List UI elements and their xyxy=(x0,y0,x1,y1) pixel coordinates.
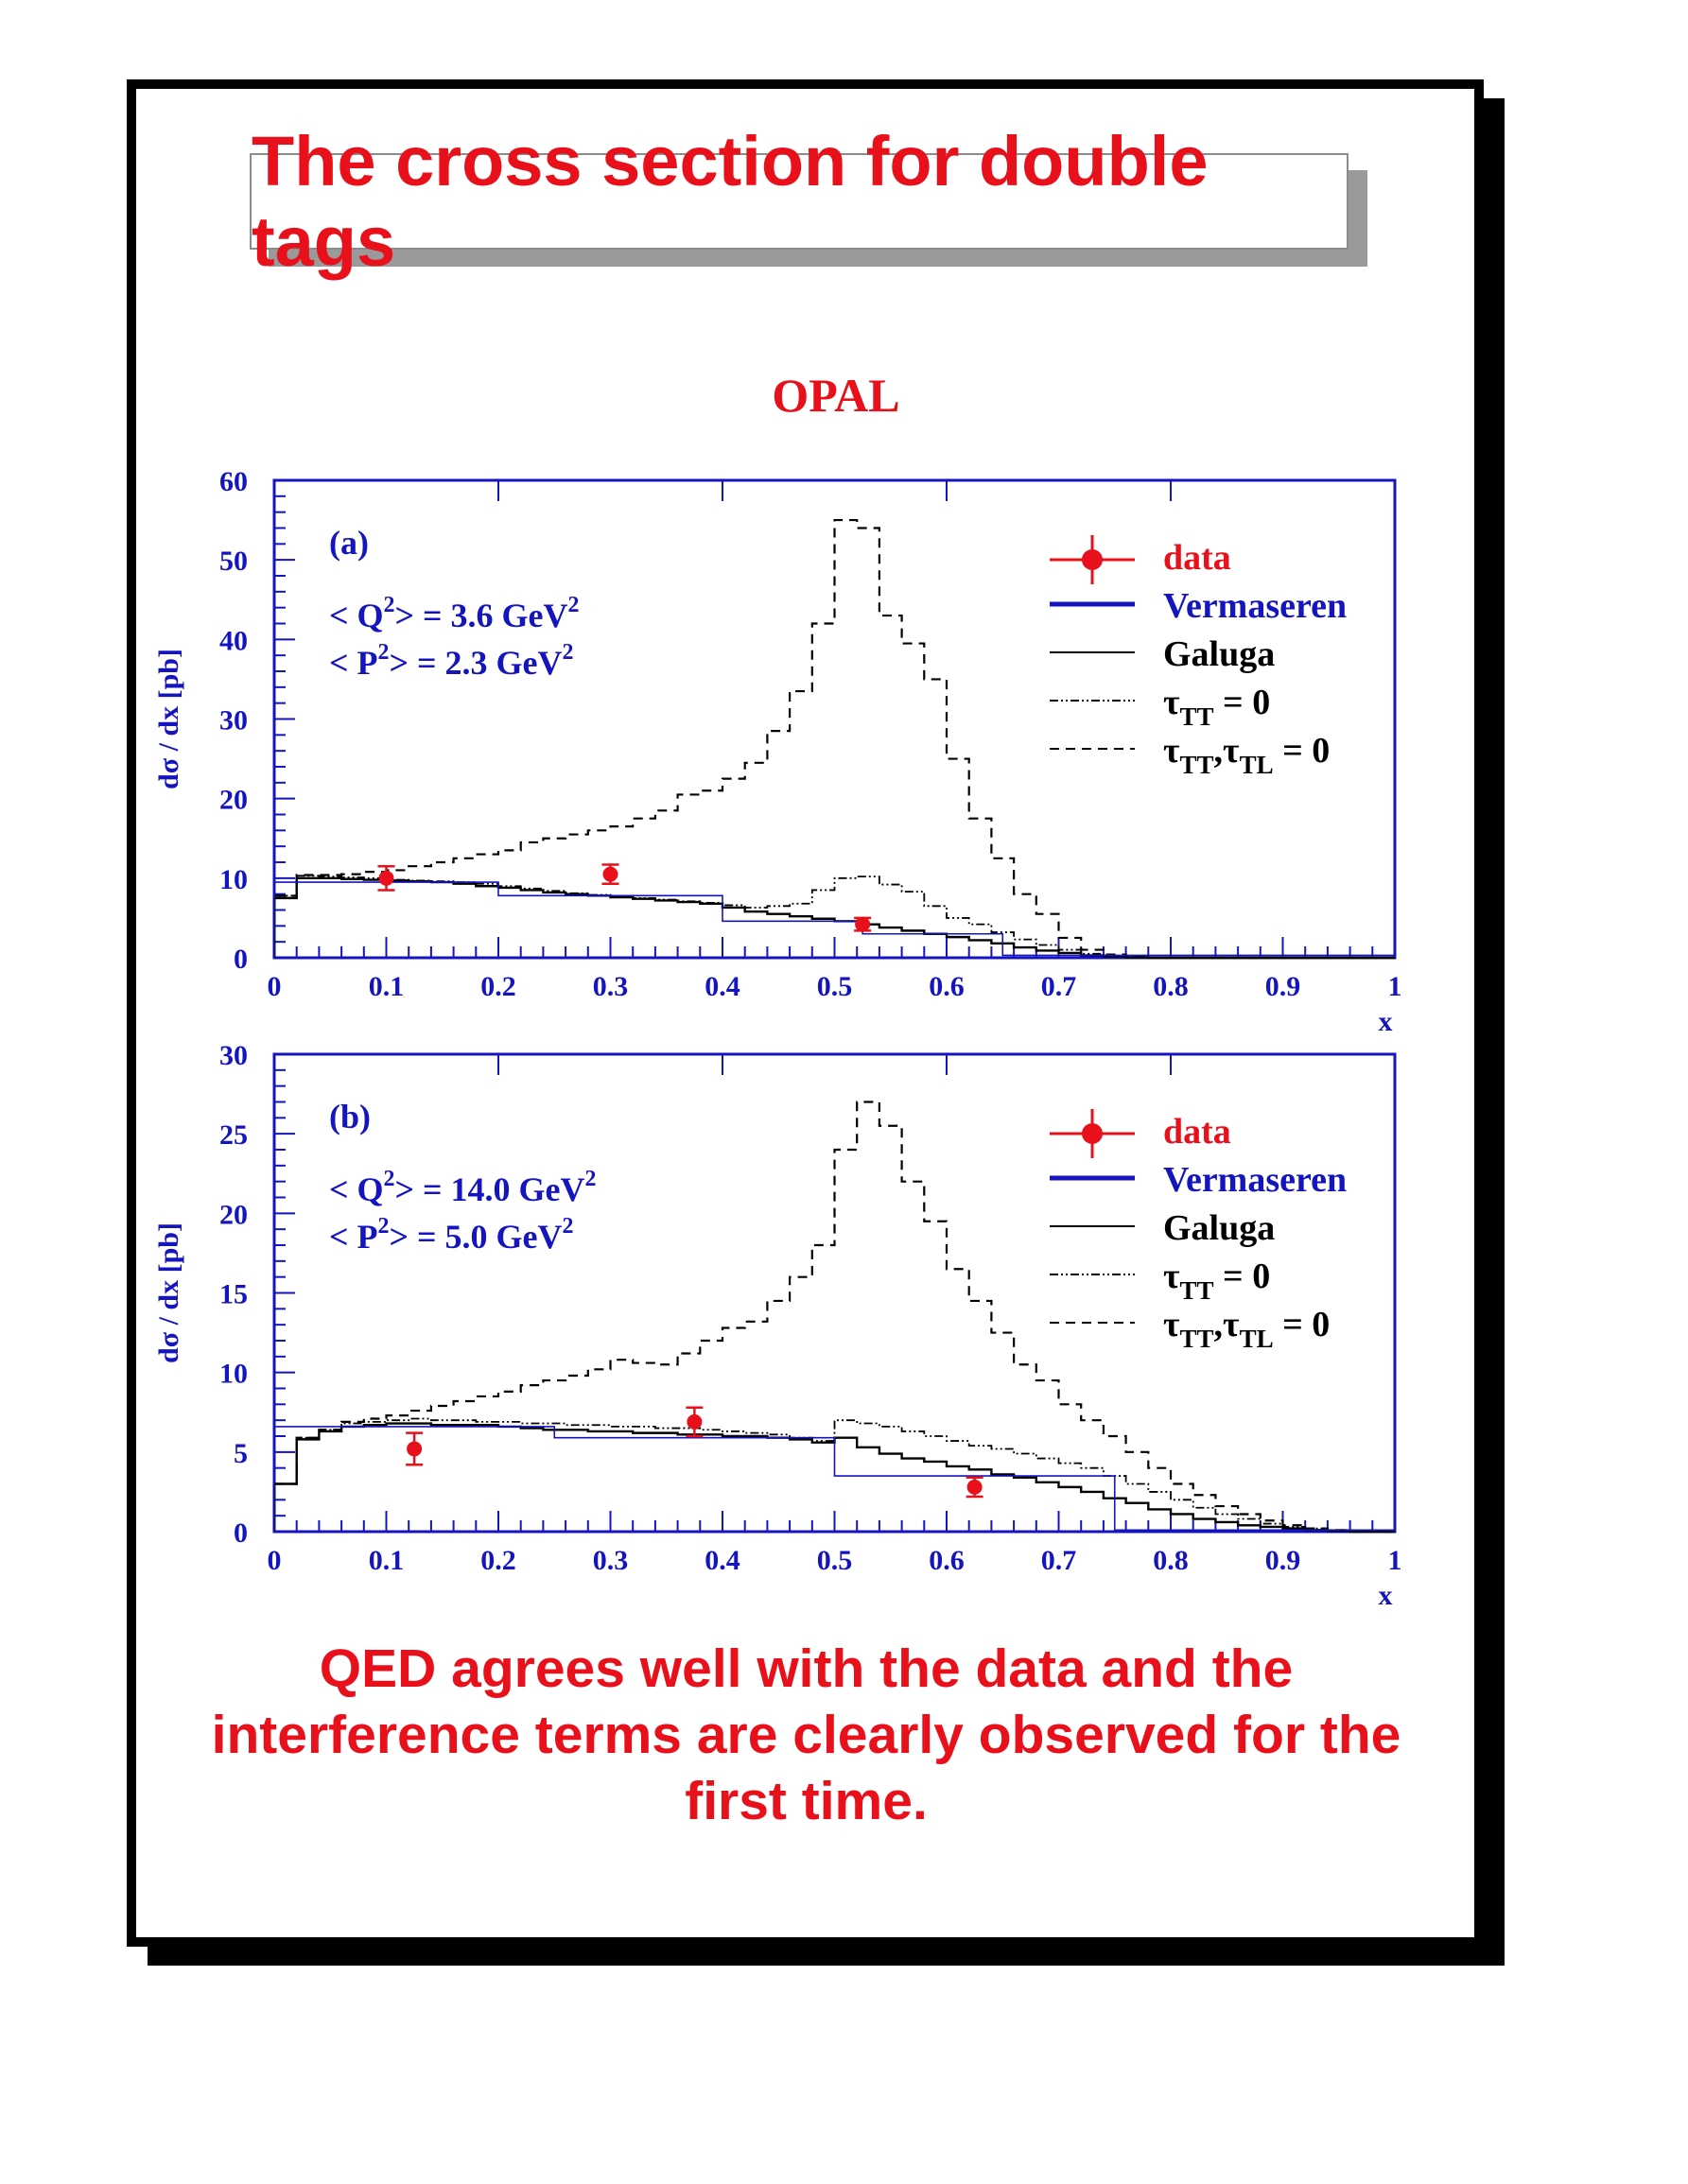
legend-data-marker xyxy=(1082,1123,1103,1144)
q2-annotation: < Q2> = 14.0 GeV2 xyxy=(329,1167,597,1208)
x-tick-label: 1 xyxy=(1388,971,1402,1002)
x-tick-label: 0 xyxy=(268,971,282,1002)
series--tt--histogram xyxy=(273,1417,1395,1533)
x-tick-label: 0.3 xyxy=(593,971,629,1002)
p2-annotation: < P2> = 5.0 GeV2 xyxy=(329,1214,574,1256)
legend-label: Galuga xyxy=(1163,1208,1275,1248)
x-tick-label: 0.4 xyxy=(705,1545,740,1576)
panel-label: (b) xyxy=(329,1098,371,1135)
data-point xyxy=(855,916,871,932)
series-vermaseren-histogram xyxy=(273,1426,1395,1532)
data-point xyxy=(407,1441,423,1457)
x-tick-label: 0.5 xyxy=(817,1545,853,1576)
y-tick-label: 30 xyxy=(219,1040,248,1071)
legend-label: τTT,τTL = 0 xyxy=(1163,1305,1330,1353)
series--tt-tl--histogram xyxy=(272,1101,1395,1534)
x-tick-label: 1 xyxy=(1388,1545,1402,1576)
x-tick-label: 0.1 xyxy=(369,1545,405,1576)
y-tick-label: 10 xyxy=(219,1359,248,1390)
legend-label: data xyxy=(1163,1112,1231,1152)
x-tick-label: 0.9 xyxy=(1265,1545,1301,1576)
x-tick-label: 0.6 xyxy=(929,971,965,1002)
x-tick-label: 0.9 xyxy=(1265,971,1301,1002)
x-tick-label: 0 xyxy=(268,1545,282,1576)
y-tick-label: 60 xyxy=(219,466,248,497)
x-tick-label: 0.2 xyxy=(480,1545,516,1576)
x-axis-label: x xyxy=(1379,1580,1393,1611)
legend-label: τTT = 0 xyxy=(1163,683,1270,731)
y-tick-label: 50 xyxy=(219,546,248,577)
data-point xyxy=(687,1413,703,1430)
data-point xyxy=(966,1479,983,1495)
y-axis-label: dσ / dx [pb] xyxy=(153,1222,184,1363)
y-tick-label: 40 xyxy=(219,625,248,656)
y-tick-label: 15 xyxy=(219,1279,248,1310)
series-vermaseren-histogram xyxy=(273,881,1395,958)
y-axis-label: dσ / dx [pb] xyxy=(153,649,184,789)
panel-b: 0 0.1 0.2 0.3 0.4 0.5 0.6 0.7 0.8 0.9 1 x 0 5 10 15 20 25… xyxy=(153,1040,1402,1611)
experiment-label: OPAL xyxy=(772,369,899,422)
legend-label: Galuga xyxy=(1163,634,1275,674)
data-point xyxy=(602,866,618,882)
panel-label: (a) xyxy=(329,524,369,562)
slide-frame xyxy=(127,79,1484,1947)
x-tick-label: 0.7 xyxy=(1041,971,1077,1002)
x-tick-label: 0.6 xyxy=(929,1545,965,1576)
x-tick-label: 0.5 xyxy=(817,971,853,1002)
legend-data-marker xyxy=(1082,549,1103,570)
x-tick-label: 0.7 xyxy=(1041,1545,1077,1576)
conclusion-text: QED agrees well with the data and the in… xyxy=(211,1638,1401,1831)
p2-annotation: < P2> = 2.3 GeV2 xyxy=(329,640,574,682)
legend-label: τTT,τTL = 0 xyxy=(1163,731,1330,779)
y-tick-label: 5 xyxy=(234,1438,248,1469)
legend-label: Vermaseren xyxy=(1163,586,1347,626)
y-tick-label: 0 xyxy=(234,944,248,975)
panel-a: 0 0.1 0.2 0.3 0.4 0.5 0.6 0.7 0.8 0.9 1 x 0 10 20 30 40 5… xyxy=(153,466,1402,1037)
y-tick-label: 20 xyxy=(219,1199,248,1230)
x-tick-label: 0.8 xyxy=(1153,971,1189,1002)
x-axis-label: x xyxy=(1379,1006,1393,1037)
series-galuga-histogram xyxy=(272,1422,1395,1534)
y-tick-label: 10 xyxy=(219,864,248,895)
y-tick-label: 25 xyxy=(219,1119,248,1151)
legend-label: Vermaseren xyxy=(1163,1160,1347,1200)
x-tick-label: 0.1 xyxy=(369,971,405,1002)
q2-annotation: < Q2> = 3.6 GeV2 xyxy=(329,593,580,634)
y-tick-label: 30 xyxy=(219,705,248,737)
x-tick-label: 0.4 xyxy=(705,971,740,1002)
y-tick-label: 0 xyxy=(234,1517,248,1549)
x-tick-label: 0.8 xyxy=(1153,1545,1189,1576)
y-tick-label: 20 xyxy=(219,785,248,816)
data-point xyxy=(378,870,394,886)
x-tick-label: 0.3 xyxy=(593,1545,629,1576)
legend-label: τTT = 0 xyxy=(1163,1257,1270,1305)
x-tick-label: 0.2 xyxy=(480,971,516,1002)
legend-label: data xyxy=(1163,538,1231,578)
